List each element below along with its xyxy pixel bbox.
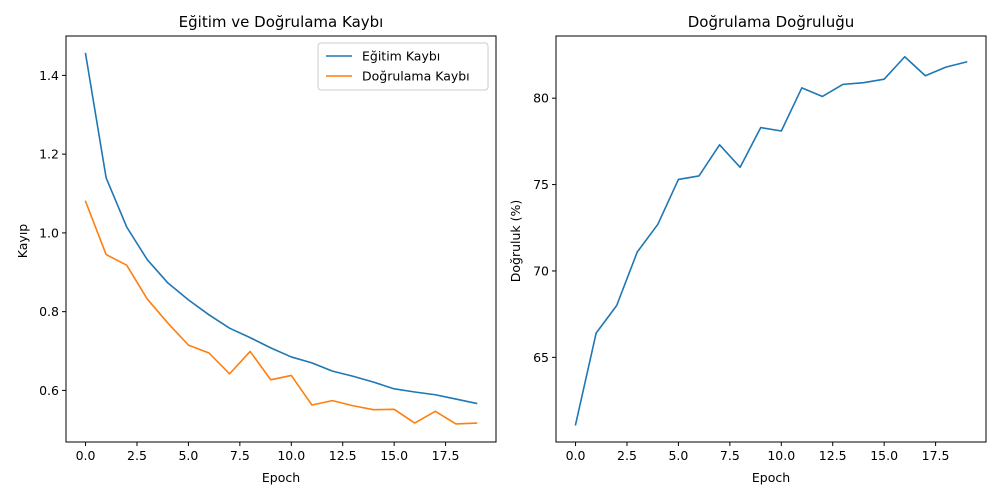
loss-ytick-label: 1.2 [39, 147, 59, 162]
accuracy-xtick-label: 15.0 [870, 448, 898, 463]
loss-ytick-label: 1.4 [39, 68, 59, 83]
loss-chart-ticks: 0.0 2.5 5.0 7.5 10.0 12.5 15.0 17.5 0.6 0.8 1.0 1.2… [39, 68, 459, 463]
accuracy-xtick-label: 10.0 [767, 448, 795, 463]
accuracy-ytick-label: 80 [533, 91, 549, 106]
accuracy-ytick-label: 65 [533, 350, 549, 365]
loss-series-line-1 [84, 200, 478, 425]
accuracy-chart-ylabel: Doğruluk (%) [508, 200, 523, 283]
legend-label-dogrulama: Doğrulama Kaybı [362, 69, 470, 84]
loss-xtick-label: 15.0 [380, 448, 408, 463]
accuracy-xtick-label: 12.5 [819, 448, 847, 463]
accuracy-xtick-label: 0.0 [566, 448, 586, 463]
loss-xtick-label: 2.5 [127, 448, 147, 463]
legend-label-egitim: Eğitim Kaybı [362, 49, 440, 64]
accuracy-ytick-label: 70 [533, 263, 549, 278]
loss-chart-xlabel: Epoch [262, 470, 300, 485]
accuracy-chart-panel: Doğrulama Doğruluğu Epoch Doğruluk (%) 0… [508, 13, 987, 485]
loss-chart-lines [84, 52, 478, 425]
loss-chart-panel: Eğitim ve Doğrulama Kaybı Epoch Kayıp 0.… [15, 13, 497, 485]
accuracy-xtick-label: 7.5 [720, 448, 740, 463]
accuracy-chart-ticks: 0.0 2.5 5.0 7.5 10.0 12.5 15.0 17.5 65 70 75 80 [533, 91, 949, 463]
accuracy-ytick-label: 75 [533, 177, 549, 192]
accuracy-chart-title: Doğrulama Doğruluğu [688, 13, 854, 31]
loss-ytick-label: 0.6 [39, 383, 59, 398]
accuracy-series-line-0 [574, 55, 968, 426]
loss-xtick-label: 17.5 [432, 448, 460, 463]
loss-ytick-label: 0.8 [39, 304, 59, 319]
accuracy-xtick-label: 5.0 [668, 448, 688, 463]
loss-xtick-label: 7.5 [230, 448, 250, 463]
accuracy-chart-xlabel: Epoch [752, 470, 790, 485]
loss-xtick-label: 5.0 [178, 448, 198, 463]
loss-xtick-label: 0.0 [76, 448, 96, 463]
accuracy-xtick-label: 2.5 [617, 448, 637, 463]
loss-ytick-label: 1.0 [39, 225, 59, 240]
loss-xtick-label: 12.5 [329, 448, 357, 463]
loss-xtick-label: 10.0 [277, 448, 305, 463]
loss-chart-ylabel: Kayıp [15, 224, 30, 259]
accuracy-chart-lines [574, 55, 968, 426]
loss-series-line-0 [84, 52, 478, 405]
accuracy-chart-axes [555, 35, 987, 443]
legend-box [317, 42, 489, 91]
loss-chart-title: Eğitim ve Doğrulama Kaybı [179, 13, 384, 31]
accuracy-xtick-label: 17.5 [922, 448, 950, 463]
loss-chart-axes [65, 35, 497, 443]
loss-chart-legend: Eğitim Kaybı Doğrulama Kaybı [317, 42, 489, 91]
